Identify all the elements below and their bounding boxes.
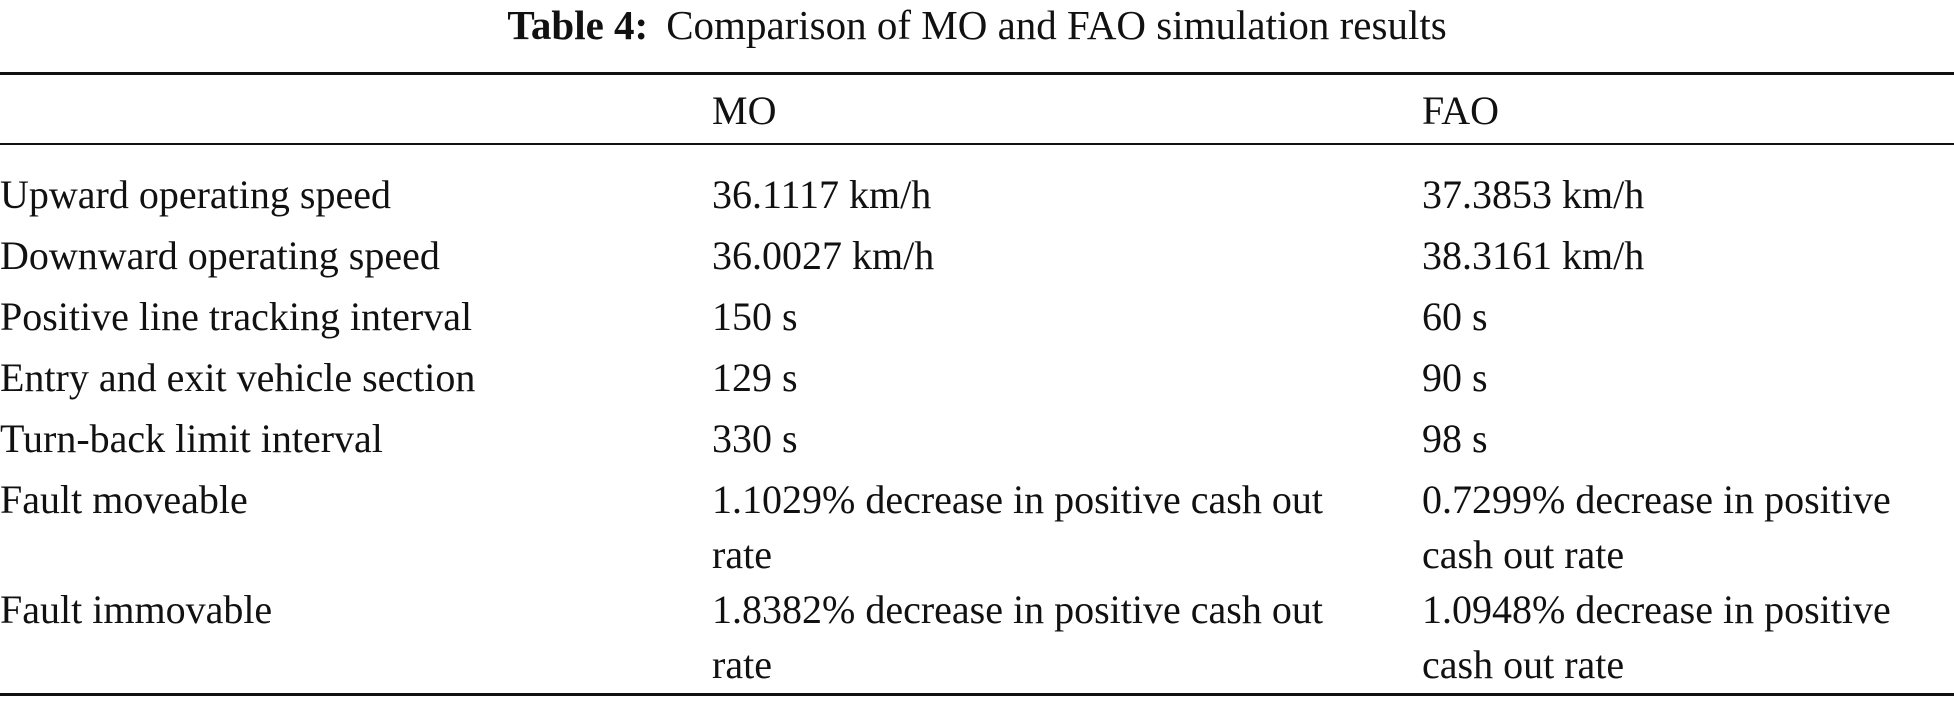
header-metric [0, 82, 712, 143]
table-row: Upward operating speed 36.1117 km/h 37.3… [0, 143, 1954, 228]
table-caption: Table 4: Comparison of MO and FAO simulat… [0, 0, 1954, 58]
header-fao: FAO [1422, 88, 1500, 133]
cell-metric: Fault moveable [0, 477, 248, 522]
cell-fao: 0.7299% decrease in positive cash out ra… [1422, 477, 1891, 577]
cell-fao: 38.3161 km/h [1422, 233, 1645, 278]
table-row: Turn-back limit interval 330 s 98 s [0, 411, 1954, 472]
cell-fao: 37.3853 km/h [1422, 172, 1645, 217]
cell-fao: 98 s [1422, 416, 1488, 461]
cell-metric: Entry and exit vehicle section [0, 355, 476, 400]
cell-metric: Positive line tracking interval [0, 294, 473, 339]
table-header-rule [0, 143, 1954, 145]
table-bottom-rule [0, 693, 1954, 696]
header-mo: MO [712, 88, 777, 133]
cell-mo: 150 s [712, 294, 798, 339]
table-row: Positive line tracking interval 150 s 60… [0, 289, 1954, 350]
cell-metric: Downward operating speed [0, 233, 440, 278]
table-row: Downward operating speed 36.0027 km/h 38… [0, 228, 1954, 289]
cell-mo: 1.8382% decrease in positive cash out ra… [712, 587, 1323, 687]
cell-mo: 330 s [712, 416, 798, 461]
table-caption-label: Table 4: [507, 2, 649, 48]
table-top-rule [0, 72, 1954, 75]
table-row: Fault immovable 1.8382% decrease in posi… [0, 582, 1954, 692]
cell-mo: 1.1029% decrease in positive cash out ra… [712, 477, 1323, 577]
cell-metric: Fault immovable [0, 587, 273, 632]
cell-mo: 129 s [712, 355, 798, 400]
cell-mo: 36.0027 km/h [712, 233, 935, 278]
table-header-row: MO FAO [0, 82, 1954, 143]
cell-metric: Turn-back limit interval [0, 416, 383, 461]
cell-fao: 90 s [1422, 355, 1488, 400]
table-caption-text: Comparison of MO and FAO simulation resu… [666, 2, 1447, 48]
table-row: Entry and exit vehicle section 129 s 90 … [0, 350, 1954, 411]
cell-fao: 1.0948% decrease in positive cash out ra… [1422, 587, 1891, 687]
cell-metric: Upward operating speed [0, 172, 391, 217]
results-table: MO FAO Upward operating speed 36.1117 km… [0, 82, 1954, 692]
cell-fao: 60 s [1422, 294, 1488, 339]
cell-mo: 36.1117 km/h [712, 172, 932, 217]
table-row: Fault moveable 1.1029% decrease in posit… [0, 472, 1954, 582]
